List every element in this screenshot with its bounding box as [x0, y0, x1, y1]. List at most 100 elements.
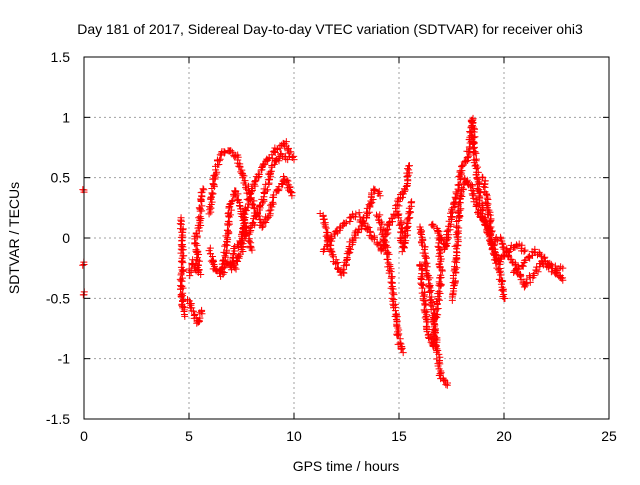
data-point [547, 268, 555, 276]
data-points [79, 114, 567, 389]
data-point [219, 270, 227, 278]
data-point [247, 195, 255, 203]
data-point [522, 279, 530, 287]
data-point [442, 381, 450, 389]
data-point [247, 190, 255, 198]
data-point [401, 186, 409, 194]
x-tick-label: 20 [496, 428, 512, 444]
data-point [179, 225, 187, 233]
data-point [198, 306, 206, 314]
data-point [200, 186, 208, 194]
data-point [519, 262, 527, 270]
data-point [435, 287, 443, 295]
data-point [383, 255, 391, 263]
data-point [474, 180, 482, 188]
data-point [521, 280, 529, 288]
data-point [437, 271, 445, 279]
data-point [384, 259, 392, 267]
data-point [224, 210, 232, 218]
data-point [500, 294, 508, 302]
y-axis-label: SDTVAR / TECUs [6, 182, 22, 294]
data-point [179, 267, 187, 275]
chart-title: Day 181 of 2017, Sidereal Day-to-day VTE… [77, 21, 583, 37]
data-point [431, 329, 439, 337]
data-point [194, 261, 202, 269]
data-point [447, 220, 455, 228]
data-point [469, 139, 477, 147]
data-point [288, 192, 296, 200]
data-point [443, 381, 451, 389]
data-point [219, 257, 227, 265]
data-point [449, 274, 457, 282]
data-point [472, 171, 480, 179]
data-point [424, 276, 432, 284]
data-point [376, 192, 384, 200]
data-point [387, 278, 395, 286]
data-point [194, 247, 202, 255]
data-point [341, 220, 349, 228]
data-point [399, 243, 407, 251]
data-point [416, 223, 424, 231]
data-point [452, 268, 460, 276]
data-point [212, 266, 220, 274]
data-point [241, 216, 249, 224]
data-point [290, 156, 298, 164]
data-point [474, 208, 482, 216]
data-point [492, 235, 500, 243]
data-point [287, 148, 295, 156]
data-point [443, 227, 451, 235]
data-point [179, 259, 187, 267]
data-point [286, 187, 294, 195]
data-point [405, 204, 413, 212]
data-point [435, 350, 443, 358]
data-point [418, 280, 425, 288]
data-point [440, 245, 448, 253]
data-point [428, 302, 436, 310]
data-point [177, 292, 185, 300]
data-point [355, 209, 363, 217]
data-point [534, 268, 542, 276]
data-point [427, 306, 435, 314]
data-point [453, 249, 461, 257]
data-point [472, 155, 480, 163]
data-point [429, 318, 437, 326]
data-point [423, 326, 431, 334]
data-point [425, 282, 433, 290]
data-point [449, 204, 457, 212]
data-point [474, 163, 482, 171]
data-point [191, 311, 199, 319]
data-point [529, 271, 537, 279]
data-point [205, 247, 213, 255]
data-point [215, 157, 223, 165]
data-point [366, 228, 374, 236]
data-point [287, 188, 295, 196]
data-point [342, 256, 350, 264]
data-point [493, 236, 501, 244]
data-point [268, 200, 276, 208]
data-point [196, 205, 204, 213]
data-point [264, 186, 272, 194]
data-point [397, 228, 405, 236]
data-point [247, 223, 255, 231]
data-point [227, 199, 235, 207]
data-point [228, 258, 236, 266]
data-point [176, 285, 184, 293]
data-point [221, 252, 229, 260]
data-point [439, 375, 447, 383]
data-point [244, 203, 252, 211]
data-point [486, 211, 494, 219]
data-point [525, 253, 533, 261]
data-point [229, 251, 237, 259]
data-point [209, 180, 217, 188]
data-point [321, 223, 329, 231]
data-point [228, 198, 236, 206]
data-point [198, 202, 206, 210]
y-tick-label: 0 [62, 230, 70, 246]
data-point [435, 227, 443, 235]
data-point [456, 206, 464, 214]
data-point [374, 213, 382, 221]
data-point [245, 237, 253, 245]
data-point [177, 220, 185, 228]
data-point [405, 169, 413, 177]
data-point [362, 224, 370, 232]
